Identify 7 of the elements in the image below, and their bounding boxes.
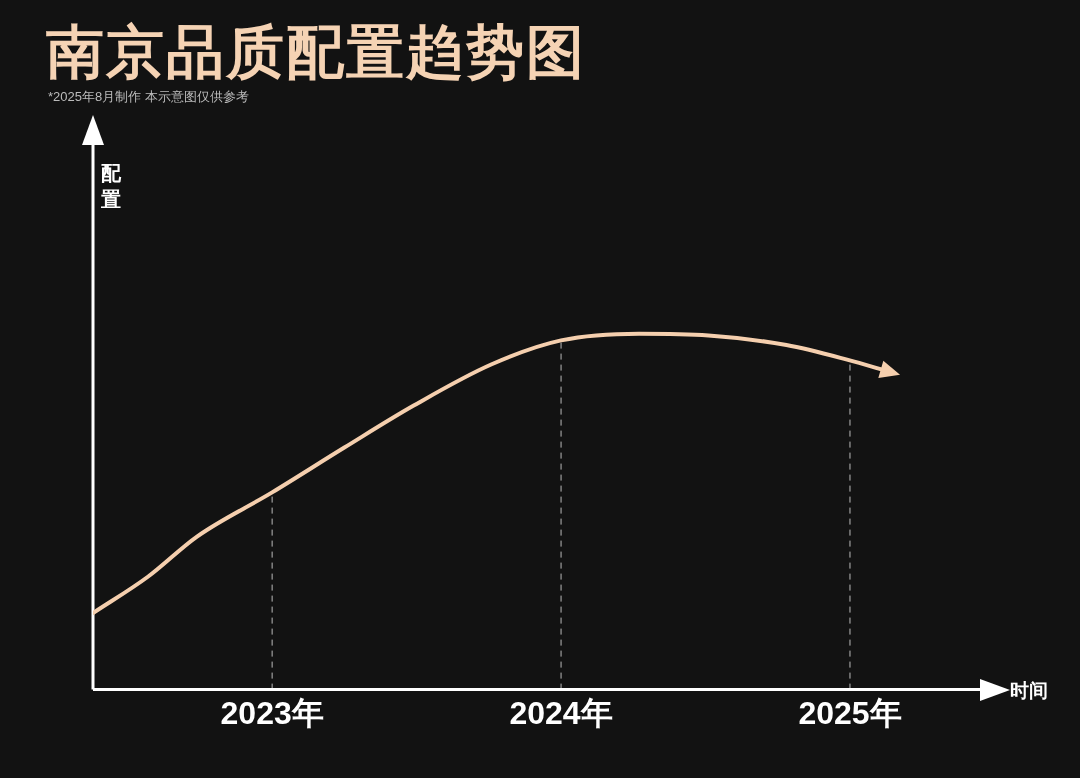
chart-title: 南京品质配置趋势图 xyxy=(46,20,586,85)
chart-subtitle: *2025年8月制作 本示意图仅供参考 xyxy=(48,88,249,106)
x-tick-label: 2024年 xyxy=(509,694,613,731)
x-tick-label: 2025年 xyxy=(798,694,902,731)
text: 配置 xyxy=(100,161,122,212)
x-tick-label: 2023年 xyxy=(220,694,324,731)
x-axis-title: 时间 xyxy=(1010,679,1048,703)
